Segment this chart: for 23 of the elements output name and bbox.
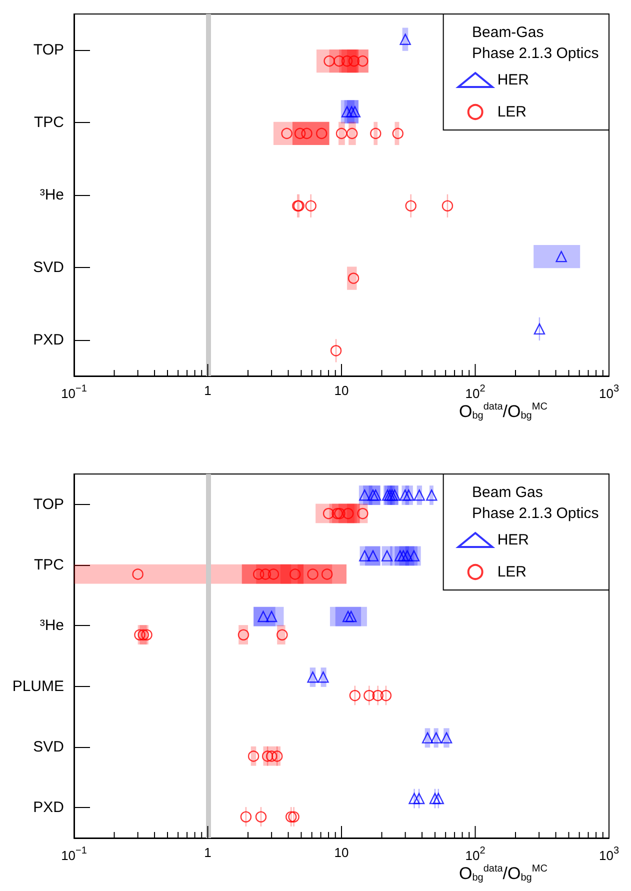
text: Phase 2.1.3 Optics	[472, 505, 599, 522]
text: Beam-Gas	[472, 24, 544, 41]
legend-label: HER	[497, 72, 530, 88]
legend-label: HER	[497, 532, 530, 548]
y-tick-label: TPC	[34, 556, 64, 574]
y-tick-label: SVD	[33, 258, 64, 276]
y-tick-label: PLUME	[12, 678, 64, 695]
x-tick-label: 10	[334, 845, 349, 860]
x-tick-label: 1	[204, 845, 212, 860]
y-tick-label: ³He	[40, 617, 64, 634]
y-tick-label: PXD	[33, 331, 64, 348]
x-tick-label: 1	[204, 383, 212, 398]
x-tick-label: 10	[334, 383, 349, 398]
y-tick-label: TOP	[33, 42, 64, 59]
y-tick-label: SVD	[33, 738, 64, 756]
legend-label: LER	[497, 104, 527, 120]
text: Beam Gas	[472, 484, 543, 501]
y-tick-label: TPC	[34, 114, 64, 132]
text: Phase 2.1.3 Optics	[472, 45, 599, 62]
y-tick-label: TOP	[33, 496, 64, 513]
y-tick-label: PXD	[33, 799, 64, 816]
legend-label: LER	[497, 564, 527, 580]
y-tick-label: ³He	[40, 186, 64, 204]
